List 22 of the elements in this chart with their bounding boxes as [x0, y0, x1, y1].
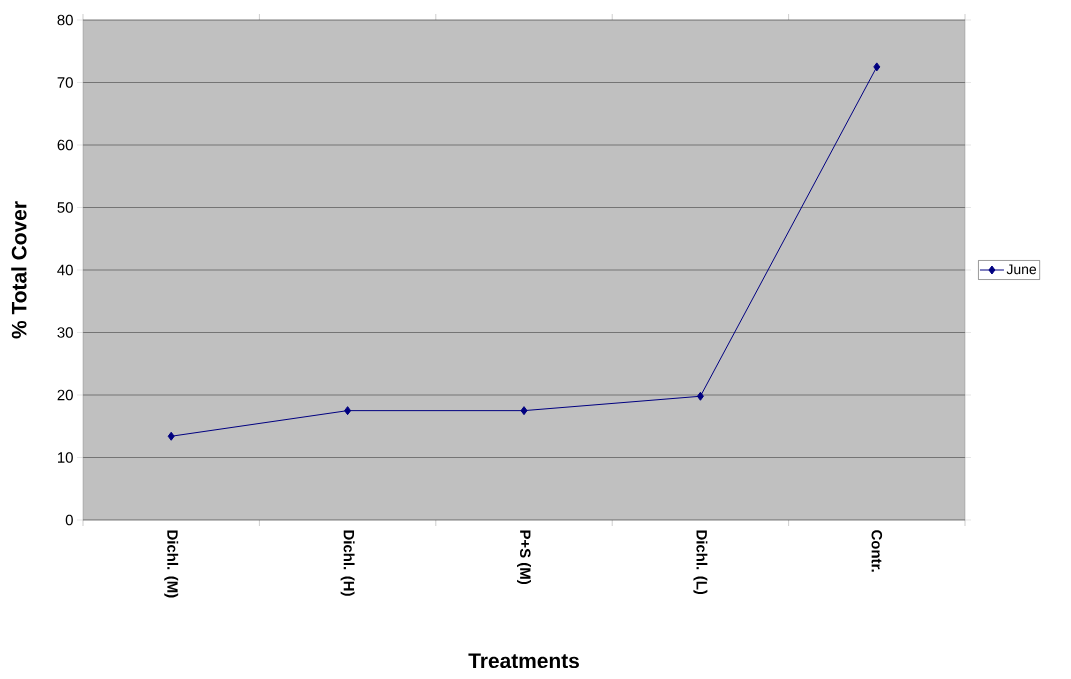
y-tick-label: 30 — [57, 327, 73, 338]
y-tick-label: 50 — [57, 202, 73, 213]
y-tick-label: 70 — [57, 77, 73, 88]
y-tick-label: 0 — [65, 514, 73, 526]
point — [167, 431, 175, 441]
x-tick-label: Contr. — [871, 530, 883, 572]
legend-label: June — [1006, 264, 1037, 275]
y-tick-label: 40 — [57, 264, 73, 276]
x-tick-label: P+S (M) — [517, 530, 531, 584]
y-tick-label: 10 — [58, 452, 73, 463]
y-tick-label: 20 — [57, 389, 73, 401]
x-axis-title: Treatments — [468, 653, 579, 669]
x-tick-label: Dichl. (M) — [164, 530, 179, 598]
x-tick-label: Dichl. (H) — [340, 530, 355, 596]
point — [696, 391, 704, 401]
y-axis-title: % Total Cover — [11, 201, 27, 339]
point — [873, 62, 881, 72]
y-tick-label: 80 — [57, 14, 73, 26]
y-tick-label: 60 — [57, 139, 73, 151]
point — [344, 406, 352, 416]
point — [520, 406, 528, 416]
x-tick-label: Dichl. (L) — [693, 530, 708, 595]
